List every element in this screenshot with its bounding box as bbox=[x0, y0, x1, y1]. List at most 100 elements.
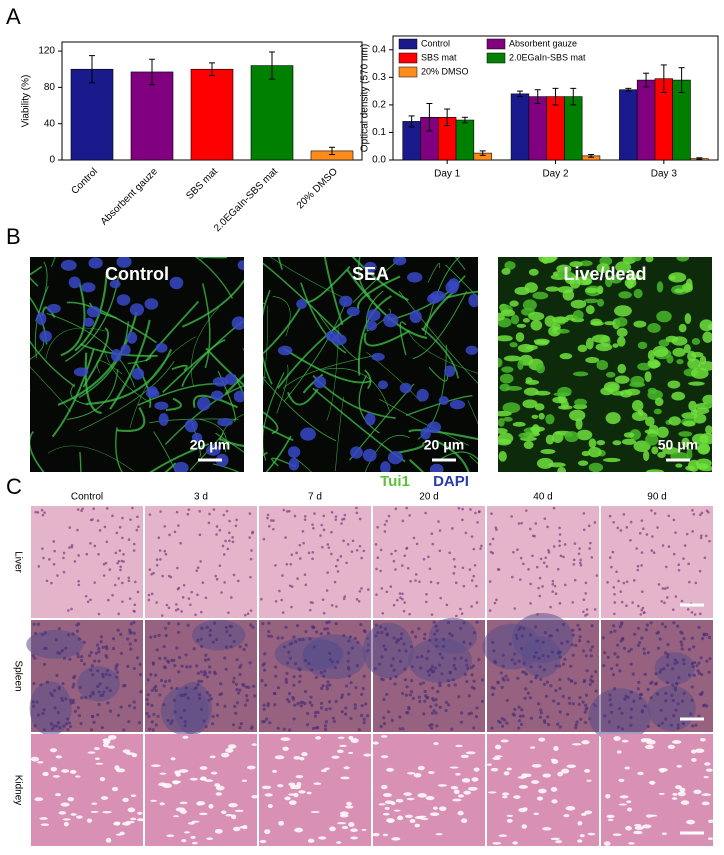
tissue-dot bbox=[561, 768, 570, 774]
tissue-dot bbox=[618, 803, 627, 806]
tissue-dot bbox=[94, 651, 98, 655]
tissue-dot bbox=[414, 823, 420, 828]
tissue-dot bbox=[349, 716, 353, 721]
tissue-dot bbox=[71, 685, 75, 689]
neurite bbox=[215, 432, 244, 453]
tissue-dot bbox=[313, 512, 316, 515]
tissue-dot bbox=[226, 547, 230, 551]
tissue-dot bbox=[272, 527, 275, 531]
tissue-dot bbox=[408, 612, 411, 616]
tissue-dot bbox=[129, 622, 133, 626]
neurite bbox=[421, 327, 460, 379]
tissue-dot bbox=[50, 693, 54, 698]
nucleus bbox=[399, 382, 412, 394]
tissue-dot bbox=[88, 694, 93, 698]
tissue-dot bbox=[292, 635, 296, 639]
tissue-dot bbox=[559, 554, 563, 558]
tissue-dot bbox=[52, 688, 57, 693]
tissue-dot bbox=[125, 752, 135, 755]
tissue-dot bbox=[539, 708, 543, 712]
error-bar bbox=[269, 51, 275, 80]
tissue-dot bbox=[127, 576, 131, 580]
tissue-dot bbox=[301, 751, 308, 757]
neurite bbox=[335, 396, 344, 472]
tissue-dot bbox=[431, 686, 435, 690]
tissue-dot bbox=[137, 811, 143, 815]
neurite bbox=[60, 282, 86, 357]
tissue-dot bbox=[379, 569, 382, 573]
tissue-dot bbox=[558, 678, 562, 682]
tissue-dot bbox=[705, 632, 709, 637]
tissue-dot bbox=[64, 646, 68, 650]
cell bbox=[498, 427, 508, 434]
tissue-dot bbox=[222, 513, 226, 517]
tissue-dot bbox=[554, 664, 558, 668]
tissue-dot bbox=[629, 520, 633, 524]
tissue-dot bbox=[225, 629, 229, 634]
tissue-dot bbox=[680, 643, 684, 647]
cell bbox=[499, 373, 514, 384]
tissue-dot bbox=[665, 565, 668, 569]
tissue-dot bbox=[666, 586, 669, 589]
tissue-dot bbox=[179, 716, 183, 720]
tissue-dot bbox=[676, 723, 680, 727]
nucleus bbox=[380, 461, 391, 472]
tissue-dot bbox=[389, 663, 393, 668]
tissue-dot bbox=[199, 766, 208, 770]
tissue-dot bbox=[127, 807, 136, 813]
tissue-dot bbox=[619, 590, 623, 593]
tissue-dot bbox=[231, 723, 236, 727]
tissue-dot bbox=[679, 640, 683, 644]
nucleus bbox=[383, 313, 399, 328]
tissue-dot bbox=[198, 533, 202, 537]
cell bbox=[595, 343, 613, 352]
tissue-dot bbox=[528, 696, 532, 700]
tissue-dot bbox=[206, 837, 214, 841]
tissue-dot bbox=[436, 581, 440, 585]
nucleus bbox=[80, 282, 96, 293]
tissue-dot bbox=[43, 728, 47, 732]
tissue-dot bbox=[153, 634, 157, 638]
neurite bbox=[263, 289, 273, 385]
tissue-dot bbox=[231, 540, 235, 544]
cell bbox=[531, 424, 540, 436]
tissue-dot bbox=[677, 676, 681, 680]
tissue-dot bbox=[36, 511, 40, 514]
tissue-dot bbox=[118, 549, 122, 552]
tissue-dot bbox=[444, 700, 449, 704]
tissue-dot bbox=[41, 513, 45, 517]
tissue-dot bbox=[57, 627, 61, 631]
tissue-dot bbox=[120, 581, 124, 585]
tissue-dot bbox=[311, 601, 314, 604]
tissue-dot bbox=[335, 605, 338, 608]
neurite bbox=[276, 364, 289, 414]
tissue-dot bbox=[391, 657, 395, 661]
tissue-dot bbox=[104, 672, 108, 676]
tissue-dot bbox=[134, 580, 137, 584]
tissue-dot bbox=[307, 551, 311, 555]
tissue-dot bbox=[366, 588, 370, 591]
cell bbox=[499, 383, 511, 392]
tissue-dot bbox=[337, 749, 344, 754]
tissue-dot bbox=[155, 648, 159, 652]
tissue-dot bbox=[111, 593, 114, 597]
tissue-dot bbox=[220, 591, 223, 594]
tissue-dot bbox=[682, 557, 685, 560]
tissue-dot bbox=[224, 625, 228, 630]
error-bar bbox=[479, 150, 486, 156]
tissue-dot bbox=[537, 586, 540, 590]
tissue-dot bbox=[618, 669, 622, 673]
tissue-dot bbox=[561, 622, 566, 627]
tissue-dot bbox=[516, 676, 520, 680]
tissue-dot bbox=[334, 518, 338, 521]
tissue-dot bbox=[487, 791, 497, 794]
tissue-dot bbox=[84, 594, 88, 598]
tissue-dot bbox=[92, 720, 96, 724]
micrograph-texture bbox=[263, 257, 478, 472]
tissue-dot bbox=[119, 651, 123, 655]
tissue-dot bbox=[502, 795, 508, 799]
tissue-dot bbox=[472, 726, 476, 730]
error-bar bbox=[570, 87, 577, 106]
tissue-dot bbox=[91, 690, 95, 695]
tissue-dot bbox=[465, 663, 469, 667]
